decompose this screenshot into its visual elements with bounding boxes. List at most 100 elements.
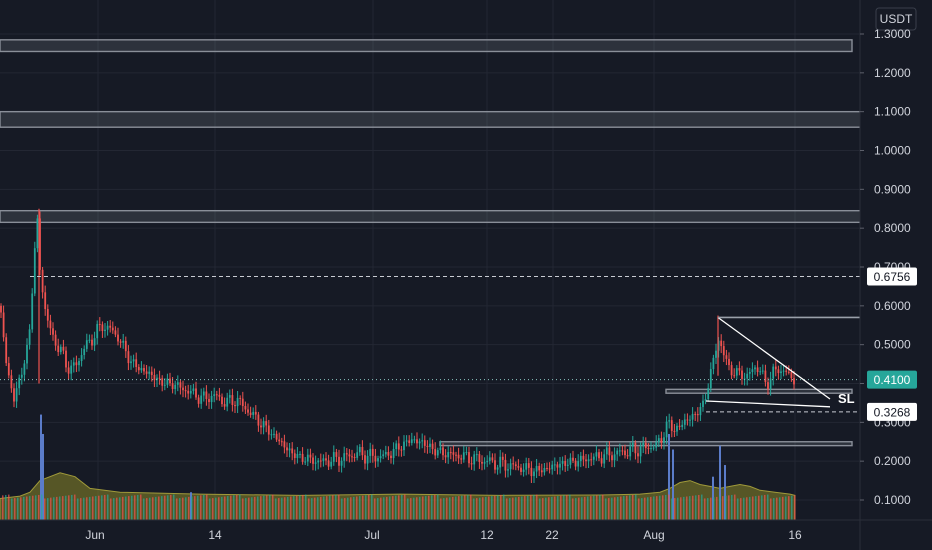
candle-body (533, 471, 535, 477)
volume-bar (593, 495, 595, 520)
volume-bar (446, 497, 448, 520)
volume-bar (716, 496, 718, 520)
drawings: SL (0, 275, 860, 413)
volume-bar (623, 496, 625, 520)
volume-bar (95, 496, 97, 520)
volume-bar (638, 498, 640, 520)
volume-bar (173, 494, 175, 520)
volume-bar (383, 497, 385, 520)
volume-bar (596, 495, 598, 520)
candle-body (751, 369, 754, 373)
candle-body (59, 346, 62, 353)
y-tick-label: 0.8000 (874, 221, 911, 235)
volume-bar (668, 494, 670, 520)
candle-body (93, 338, 96, 346)
volume-bar (482, 497, 484, 520)
candle-body (585, 459, 587, 462)
volume-bar (734, 494, 736, 520)
candle-body (605, 447, 608, 455)
candle-body (709, 369, 712, 389)
volume-bar (560, 495, 562, 520)
candle-body (31, 293, 34, 330)
volume-bar (215, 497, 217, 520)
volume-bar (440, 498, 442, 520)
volume-bar (671, 498, 673, 520)
volume-spike (668, 433, 670, 520)
candle-body (572, 457, 574, 461)
volume-bar (260, 496, 262, 520)
candle-body (735, 368, 738, 376)
volume-bar (581, 497, 583, 520)
candle-body (275, 433, 278, 440)
candle-body (109, 325, 112, 328)
candle-body (678, 425, 681, 428)
candle-body (345, 453, 348, 455)
candle-body (764, 370, 767, 383)
candle-body (501, 456, 504, 460)
candle-body (65, 350, 67, 368)
candle-body (215, 394, 218, 396)
volume-bar (131, 495, 133, 520)
candle-body (348, 454, 351, 457)
candle-body (156, 377, 158, 381)
volume-bar (74, 494, 76, 520)
candle-body (226, 397, 229, 407)
volume-bar (359, 496, 361, 520)
volume-bar (71, 494, 73, 520)
candle-body (286, 447, 288, 451)
candle-body (338, 456, 340, 466)
volume-bar (17, 497, 19, 520)
volume-bar (437, 494, 439, 520)
candle-body (598, 452, 600, 459)
candle-body (179, 382, 182, 388)
volume-bar (152, 497, 154, 520)
candle-body (104, 329, 106, 331)
volume-bar (26, 496, 28, 520)
volume-bar (146, 498, 148, 520)
volume-bar (227, 496, 229, 520)
candle-body (392, 449, 395, 459)
candle-body (772, 366, 775, 379)
volume-bar (377, 498, 379, 520)
y-tick-label: 1.0000 (874, 144, 911, 158)
candle-body (743, 378, 746, 380)
candle-body (124, 340, 127, 352)
candle-body (356, 452, 359, 458)
candle-body (98, 324, 101, 326)
candle-body (488, 457, 491, 461)
candle-body (143, 368, 145, 372)
volume-bar (167, 495, 169, 520)
candle-body (707, 388, 710, 400)
volume-bar (332, 495, 334, 520)
candle-body (197, 397, 200, 404)
candle-body (457, 454, 460, 459)
volume-bar (563, 495, 565, 520)
triangle-lower-line (705, 400, 831, 408)
volume-bar (578, 497, 580, 520)
volume-bar (656, 496, 658, 520)
volume-bar (62, 496, 64, 520)
candle-body (319, 460, 322, 462)
candle-body (657, 438, 660, 443)
candle-body (767, 382, 769, 390)
volume-bar (140, 494, 142, 520)
volume-spike (724, 465, 726, 520)
candle-body (312, 457, 314, 464)
candle-body (252, 411, 255, 415)
volume-bar (143, 498, 145, 520)
candle-body (564, 461, 567, 466)
x-tick-label: 16 (788, 528, 802, 542)
candle-body (62, 346, 65, 351)
candle-body (613, 454, 616, 461)
volume-bar (677, 497, 679, 520)
volume-bar (326, 496, 328, 520)
volume-bar (281, 497, 283, 520)
candle-body (504, 459, 507, 471)
volume-bar (221, 496, 223, 520)
volume-bar (572, 498, 574, 520)
volume-bar (278, 498, 280, 520)
price-zone (0, 110, 863, 128)
